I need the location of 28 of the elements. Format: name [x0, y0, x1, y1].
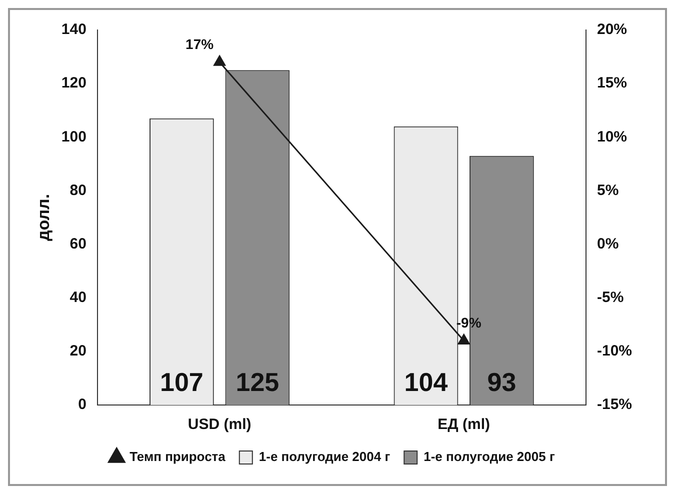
- y2-tick-label: 15%: [596, 74, 628, 92]
- y2-tick-label: 20%: [596, 21, 628, 38]
- data-label: 125: [236, 367, 280, 398]
- y-tick-label: 140: [61, 21, 86, 38]
- y2-tick-label: -5%: [596, 289, 624, 306]
- data-label: -9%: [456, 314, 482, 331]
- y2-tick-label: 10%: [596, 128, 628, 146]
- y-tick-label: 60: [70, 235, 86, 252]
- y-axis-title: долл.: [34, 194, 53, 242]
- y-tick-label: 80: [70, 182, 86, 199]
- y-tick-label: 0: [78, 396, 86, 414]
- y2-tick-label: -15%: [596, 396, 632, 414]
- x-tick-label: ЕД (ml): [438, 416, 490, 434]
- y2-tick-label: -10%: [596, 342, 632, 360]
- y-tick-label: 40: [70, 289, 86, 306]
- legend-label: Темп прироста: [130, 449, 226, 464]
- legend-label: 1-е полугодие 2005 г: [424, 449, 556, 464]
- y-tick-label: 120: [61, 74, 86, 92]
- y2-tick-label: 5%: [596, 182, 619, 199]
- data-label: 104: [404, 367, 448, 398]
- legend-label: 1-е полугодие 2004 г: [258, 449, 391, 464]
- y-tick-label: 20: [70, 342, 86, 360]
- y-tick-label: 100: [61, 128, 86, 146]
- data-label: 17%: [186, 36, 214, 52]
- y2-tick-label: 0%: [596, 235, 619, 252]
- x-tick-label: USD (ml): [188, 416, 252, 434]
- data-label: 107: [160, 367, 204, 398]
- data-label: 93: [487, 367, 516, 398]
